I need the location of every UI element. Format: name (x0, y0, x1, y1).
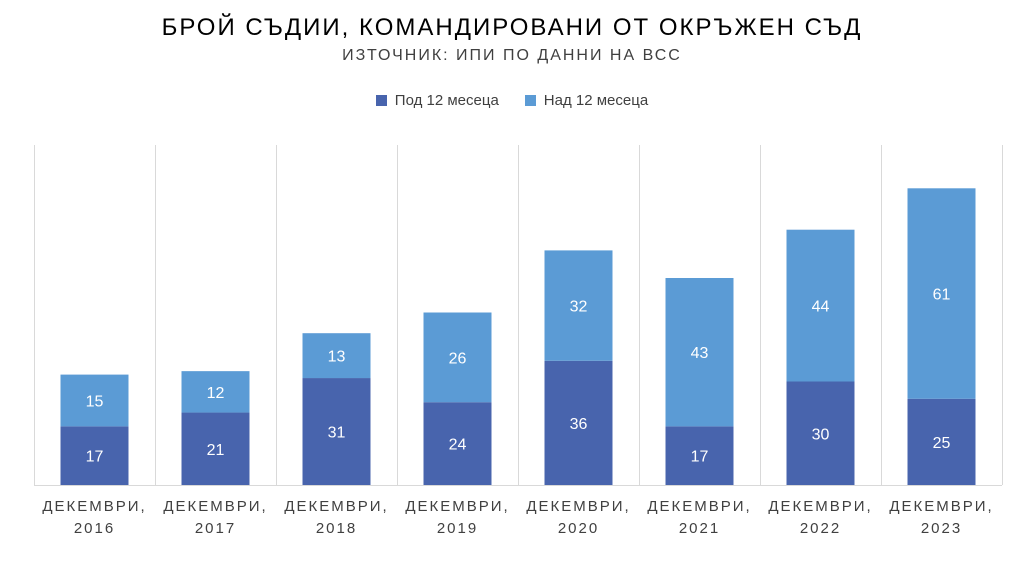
bar-segment-under-12 (544, 360, 613, 485)
data-label: 24 (449, 437, 467, 454)
data-label: 44 (812, 299, 830, 316)
category-label: 2018 (316, 520, 357, 537)
bar-segment-under-12 (786, 381, 855, 485)
data-label: 32 (570, 299, 588, 316)
category-label: 2020 (558, 520, 599, 537)
category-label: ДЕКЕМВРИ, (42, 498, 146, 515)
data-label: 43 (691, 345, 709, 362)
category-label: ДЕКЕМВРИ, (163, 498, 267, 515)
category-label: 2023 (921, 520, 962, 537)
bar-segment-under-12 (665, 426, 734, 485)
bar-segment-over-12 (302, 333, 371, 379)
category-label: 2019 (437, 520, 478, 537)
data-label: 17 (691, 449, 709, 466)
legend-swatch-under-12 (375, 95, 387, 106)
bar-segment-over-12 (786, 229, 855, 382)
bar-segment-under-12 (423, 402, 492, 485)
data-label: 36 (570, 416, 588, 433)
bar-segment-over-12 (544, 250, 613, 361)
data-label: 26 (449, 350, 467, 367)
chart-subtitle: ИЗТОЧНИК: ИПИ ПО ДАННИ НА ВСС (342, 47, 682, 64)
bar-segment-over-12 (423, 312, 492, 403)
category-label: ДЕКЕМВРИ, (768, 498, 872, 515)
chart-title: БРОЙ СЪДИИ, КОМАНДИРОВАНИ ОТ ОКРЪЖЕН СЪД (161, 14, 863, 41)
bar-segment-over-12 (60, 374, 129, 427)
data-label: 12 (207, 385, 225, 402)
category-label: ДЕКЕМВРИ, (405, 498, 509, 515)
bar-segment-over-12 (181, 371, 250, 413)
bar-segment-under-12 (302, 378, 371, 485)
legend-label-under-12: Под 12 месеца (394, 92, 499, 109)
category-label: 2021 (679, 520, 720, 537)
legend-item-over-12: Над 12 месеца (524, 92, 649, 109)
bar-segment-under-12 (181, 412, 250, 485)
legend-item-under-12: Под 12 месеца (375, 92, 499, 109)
category-label: ДЕКЕМВРИ, (647, 498, 751, 515)
category-label: 2022 (800, 520, 841, 537)
bar-segment-under-12 (907, 398, 976, 485)
legend-label-over-12: Над 12 месеца (543, 92, 649, 109)
bar-segment-over-12 (665, 278, 734, 427)
category-label: 2017 (195, 520, 236, 537)
category-label: ДЕКЕМВРИ, (284, 498, 388, 515)
category-label: 2016 (74, 520, 115, 537)
category-label: ДЕКЕМВРИ, (889, 498, 993, 515)
legend-swatch-over-12 (524, 95, 536, 106)
data-label: 61 (933, 287, 951, 304)
bar-segment-over-12 (907, 188, 976, 399)
chart-legend: Под 12 месеца Над 12 месеца (0, 92, 1024, 109)
data-label: 17 (86, 449, 104, 466)
data-label: 15 (86, 393, 104, 410)
data-label: 13 (328, 349, 346, 366)
data-label: 31 (328, 425, 346, 442)
data-label: 25 (933, 435, 951, 452)
data-label: 21 (207, 442, 225, 459)
data-label: 30 (812, 426, 830, 443)
category-label: ДЕКЕМВРИ, (526, 498, 630, 515)
bar-segment-under-12 (60, 426, 129, 485)
